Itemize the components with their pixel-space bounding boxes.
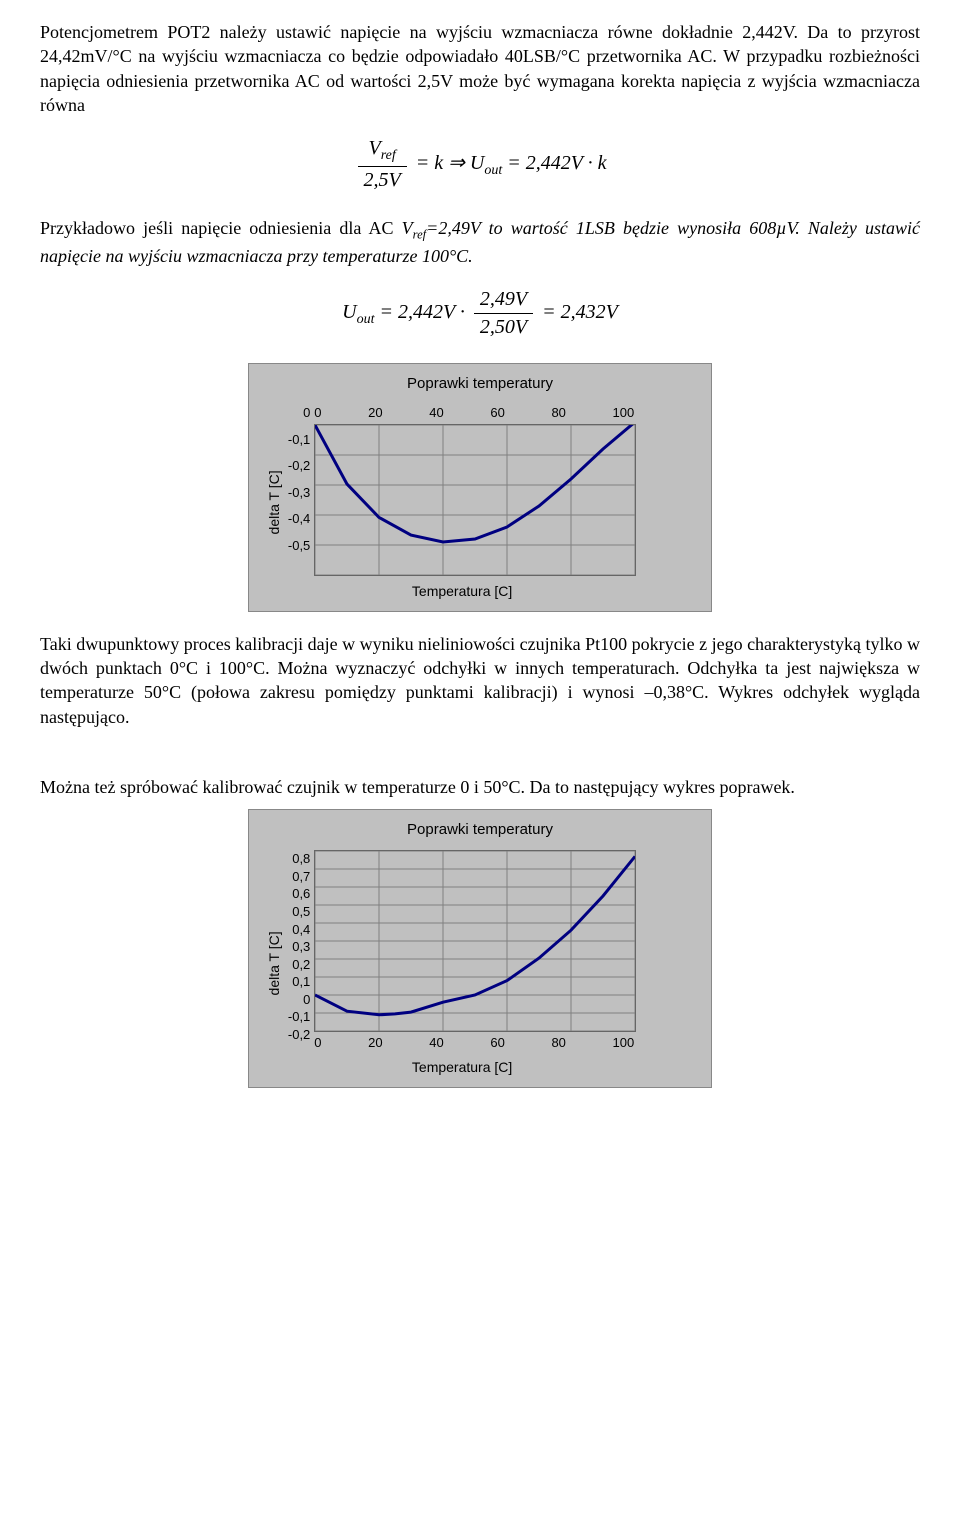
chart-1: Poprawki temperatury delta T [C] 0-0,1-0…: [248, 363, 712, 612]
chart-1-xticks: 020406080100: [314, 404, 634, 422]
chart-1-title: Poprawki temperatury: [265, 374, 695, 394]
chart-2: Poprawki temperatury delta T [C] 0,80,70…: [248, 809, 712, 1088]
paragraph-1: Potencjometrem POT2 należy ustawić napię…: [40, 20, 920, 117]
chart-1-ylabel: delta T [C]: [265, 404, 284, 600]
chart-2-ylabel: delta T [C]: [265, 850, 284, 1076]
chart-2-xlabel: Temperatura [C]: [288, 1058, 636, 1077]
chart-2-yticks: 0,80,70,60,50,40,30,20,10-0,1-0,2: [288, 850, 314, 1030]
chart-1-plot: [314, 424, 636, 576]
chart-1-xlabel: Temperatura [C]: [288, 582, 636, 601]
chart-1-yticks: 0-0,1-0,2-0,3-0,4-0,5: [288, 404, 314, 554]
chart-2-title: Poprawki temperatury: [265, 820, 695, 840]
formula-1: Vref 2,5V = k ⇒ Uout = 2,442V · k: [40, 135, 920, 194]
chart-2-plot: [314, 850, 636, 1032]
paragraph-3: Taki dwupunktowy proces kalibracji daje …: [40, 632, 920, 729]
paragraph-2: Przykładowo jeśli napięcie odniesienia d…: [40, 216, 920, 268]
paragraph-4: Można też spróbować kalibrować czujnik w…: [40, 775, 920, 799]
formula-2: Uout = 2,442V · 2,49V 2,50V = 2,432V: [40, 286, 920, 341]
chart-2-xticks: 020406080100: [314, 1034, 634, 1052]
